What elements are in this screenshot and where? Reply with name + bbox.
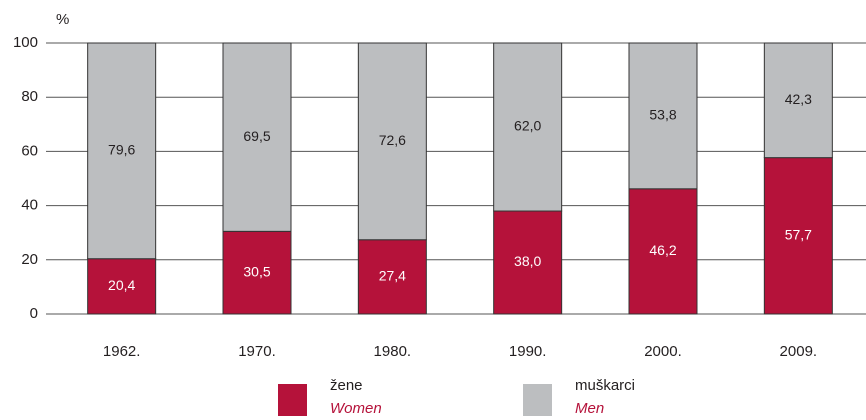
x-tick-label: 2009. <box>780 343 818 360</box>
bar-segment <box>628 188 698 315</box>
bar-segment <box>763 157 833 315</box>
value-label: 62,0 <box>514 118 541 134</box>
y-tick-label: 40 <box>21 197 38 214</box>
legend-label: žene <box>330 377 363 394</box>
legend-label: muškarci <box>575 377 635 394</box>
legend-label-en: Women <box>330 400 382 417</box>
value-label: 79,6 <box>108 142 135 158</box>
legend-swatch <box>523 384 552 416</box>
bar-segment <box>87 42 157 260</box>
bar-segment <box>222 42 292 232</box>
value-label: 53,8 <box>649 107 676 123</box>
bar-segment <box>357 42 427 241</box>
y-tick-label: 80 <box>21 88 38 105</box>
legend-label-en: Men <box>575 400 604 417</box>
value-label: 30,5 <box>243 263 270 279</box>
bar-segment <box>493 210 563 315</box>
bar-segment <box>628 42 698 190</box>
x-tick-label: 1962. <box>103 343 141 360</box>
value-label: 46,2 <box>649 242 676 258</box>
y-tick-label: 20 <box>21 251 38 268</box>
bar-segment <box>87 258 157 315</box>
x-tick-label: 1980. <box>374 343 412 360</box>
value-label: 20,4 <box>108 277 135 293</box>
bar-segment <box>222 230 292 315</box>
bar-segment <box>357 239 427 315</box>
value-label: 72,6 <box>379 132 406 148</box>
y-tick-label: 0 <box>30 305 38 322</box>
legend-swatch <box>278 384 307 416</box>
x-tick-label: 1970. <box>238 343 276 360</box>
value-label: 69,5 <box>243 128 270 144</box>
value-label: 27,4 <box>379 268 406 284</box>
y-axis-label: % <box>56 11 69 28</box>
bar-segment <box>493 42 563 212</box>
x-tick-label: 1990. <box>509 343 547 360</box>
value-label: 38,0 <box>514 253 541 269</box>
x-tick-label: 2000. <box>644 343 682 360</box>
y-tick-label: 60 <box>21 142 38 159</box>
value-label: 57,7 <box>785 227 812 243</box>
value-label: 42,3 <box>785 91 812 107</box>
y-tick-label: 100 <box>13 34 38 51</box>
bar-segment <box>763 42 833 159</box>
